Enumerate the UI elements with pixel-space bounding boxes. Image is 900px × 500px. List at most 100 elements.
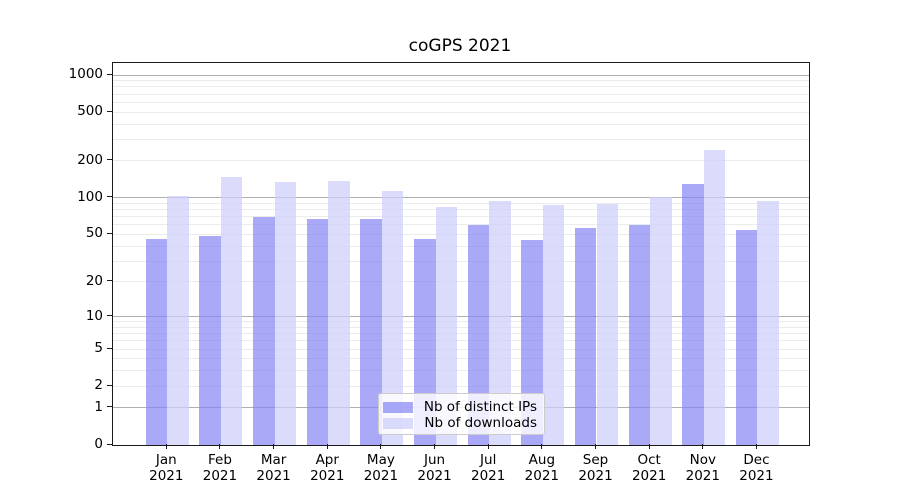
y-tick-mark	[107, 443, 112, 445]
y-tick-mark	[107, 347, 112, 349]
minor-gridline	[113, 138, 809, 140]
bar-downloads-jan	[167, 196, 189, 445]
y-tick-label: 50	[85, 225, 103, 242]
minor-gridline	[113, 333, 809, 335]
legend: Nb of distinct IPs Nb of downloads	[378, 393, 545, 435]
x-tick-year: 2021	[310, 467, 345, 484]
x-tick-year: 2021	[578, 467, 613, 484]
x-tick-mark	[273, 444, 275, 449]
bar-distinct-ips-sep	[575, 227, 597, 445]
legend-swatch-distinct-ips	[382, 401, 413, 413]
x-tick-mark	[648, 444, 650, 449]
y-tick-label: 1	[94, 398, 103, 415]
bar-distinct-ips-may	[360, 219, 382, 445]
x-tick-month: Mar	[260, 452, 287, 468]
x-tick-year: 2021	[149, 467, 184, 484]
x-tick-mark	[595, 444, 596, 449]
plot-area	[112, 62, 810, 446]
minor-gridline	[113, 260, 809, 262]
x-tick-label: Dec 2021	[724, 452, 788, 484]
x-tick-month: Jul	[480, 452, 497, 468]
x-tick-month: Jun	[424, 452, 446, 468]
x-tick-mark	[380, 444, 382, 449]
minor-gridline	[113, 111, 809, 113]
x-tick-label: May 2021	[349, 452, 413, 484]
x-tick-year: 2021	[256, 467, 291, 484]
y-tick-mark	[107, 406, 112, 408]
y-tick-mark	[107, 232, 112, 234]
y-tick-label: 5	[94, 340, 103, 357]
y-tick-label: 20	[85, 272, 103, 289]
y-tick-label: 0	[94, 436, 103, 452]
x-tick-label: Jul 2021	[456, 452, 520, 484]
x-tick-label: Jun 2021	[403, 452, 467, 484]
y-tick-label: 10	[85, 307, 103, 324]
bar-distinct-ips-dec	[735, 230, 758, 445]
legend-row: Nb of downloads	[383, 415, 537, 431]
minor-gridline	[113, 281, 809, 283]
major-gridline	[113, 316, 809, 318]
y-tick-mark	[107, 159, 112, 161]
minor-gridline	[113, 340, 809, 342]
bar-distinct-ips-nov	[682, 183, 704, 445]
minor-gridline	[113, 209, 809, 211]
bar-distinct-ips-jul	[467, 224, 490, 445]
x-tick-month: Apr	[315, 452, 339, 468]
y-tick-label: 100	[77, 188, 103, 205]
bar-distinct-ips-mar	[253, 217, 275, 445]
minor-gridline	[113, 80, 809, 82]
minor-gridline	[113, 202, 809, 204]
minor-gridline	[113, 160, 809, 162]
x-tick-year: 2021	[524, 467, 560, 484]
y-tick-label: 2	[94, 377, 103, 394]
bar-distinct-ips-apr	[306, 219, 329, 445]
x-tick-month: Nov	[689, 452, 716, 468]
x-tick-label: Oct 2021	[617, 452, 681, 484]
bar-downloads-jun	[435, 207, 457, 445]
legend-label: Nb of downloads	[424, 415, 537, 431]
x-tick-year: 2021	[363, 467, 399, 484]
bar-distinct-ips-oct	[628, 224, 651, 445]
x-tick-month: Sep	[582, 452, 609, 468]
y-tick-mark	[107, 196, 112, 198]
minor-gridline	[113, 358, 809, 360]
minor-gridline	[113, 93, 809, 95]
x-tick-label: Sep 2021	[564, 452, 628, 484]
minor-gridline	[113, 224, 809, 226]
y-tick-mark	[107, 315, 112, 317]
bar-downloads-aug	[542, 204, 565, 445]
major-gridline	[113, 197, 809, 199]
x-tick-year: 2021	[685, 467, 720, 484]
y-tick-mark	[107, 280, 112, 282]
y-tick-label: 1000	[68, 66, 103, 83]
bar-distinct-ips-jan	[145, 238, 168, 445]
bar-downloads-nov	[703, 150, 726, 445]
minor-gridline	[113, 123, 809, 125]
x-tick-year: 2021	[631, 467, 667, 484]
x-tick-month: Dec	[743, 452, 770, 468]
x-tick-year: 2021	[202, 467, 238, 484]
minor-gridline	[113, 86, 809, 88]
bar-downloads-jul	[489, 201, 511, 445]
x-tick-label: Feb 2021	[188, 452, 252, 484]
legend-swatch-downloads	[383, 417, 414, 429]
x-tick-label: Aug 2021	[510, 452, 574, 484]
bar-distinct-ips-feb	[199, 235, 221, 445]
minor-gridline	[113, 245, 809, 247]
y-tick-mark	[107, 384, 112, 386]
legend-label: Nb of distinct IPs	[423, 399, 537, 415]
x-tick-month: May	[366, 452, 395, 468]
y-tick-label: 500	[77, 103, 103, 120]
x-tick-month: Aug	[528, 452, 556, 468]
minor-gridline	[113, 216, 809, 218]
x-tick-year: 2021	[471, 467, 506, 484]
bar-downloads-may	[381, 190, 404, 445]
minor-gridline	[113, 326, 809, 328]
bar-downloads-sep	[596, 204, 618, 445]
y-tick-mark	[107, 73, 112, 75]
bar-downloads-mar	[274, 182, 297, 445]
chart-title: coGPS 2021	[408, 36, 512, 56]
y-tick-mark	[107, 110, 112, 112]
legend-row: Nb of distinct IPs	[382, 399, 537, 415]
